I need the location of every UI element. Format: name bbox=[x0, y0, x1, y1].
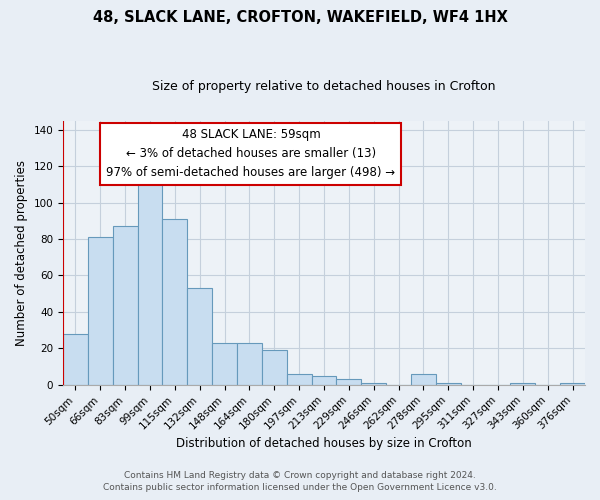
Y-axis label: Number of detached properties: Number of detached properties bbox=[15, 160, 28, 346]
Bar bbox=[262, 350, 287, 385]
Bar bbox=[113, 226, 137, 385]
Bar bbox=[287, 374, 311, 385]
Bar bbox=[436, 383, 461, 385]
Bar bbox=[187, 288, 212, 385]
Bar bbox=[212, 343, 237, 385]
Bar bbox=[560, 383, 585, 385]
Text: 48, SLACK LANE, CROFTON, WAKEFIELD, WF4 1HX: 48, SLACK LANE, CROFTON, WAKEFIELD, WF4 … bbox=[92, 10, 508, 25]
Text: 48 SLACK LANE: 59sqm
← 3% of detached houses are smaller (13)
97% of semi-detach: 48 SLACK LANE: 59sqm ← 3% of detached ho… bbox=[106, 128, 395, 180]
Bar bbox=[63, 334, 88, 385]
Bar bbox=[311, 376, 337, 385]
Bar bbox=[137, 179, 163, 385]
Bar bbox=[163, 219, 187, 385]
Bar bbox=[411, 374, 436, 385]
Title: Size of property relative to detached houses in Crofton: Size of property relative to detached ho… bbox=[152, 80, 496, 93]
Text: Contains HM Land Registry data © Crown copyright and database right 2024.
Contai: Contains HM Land Registry data © Crown c… bbox=[103, 471, 497, 492]
X-axis label: Distribution of detached houses by size in Crofton: Distribution of detached houses by size … bbox=[176, 437, 472, 450]
Bar bbox=[88, 237, 113, 385]
Bar bbox=[337, 380, 361, 385]
Bar bbox=[237, 343, 262, 385]
Bar bbox=[361, 383, 386, 385]
Bar bbox=[511, 383, 535, 385]
